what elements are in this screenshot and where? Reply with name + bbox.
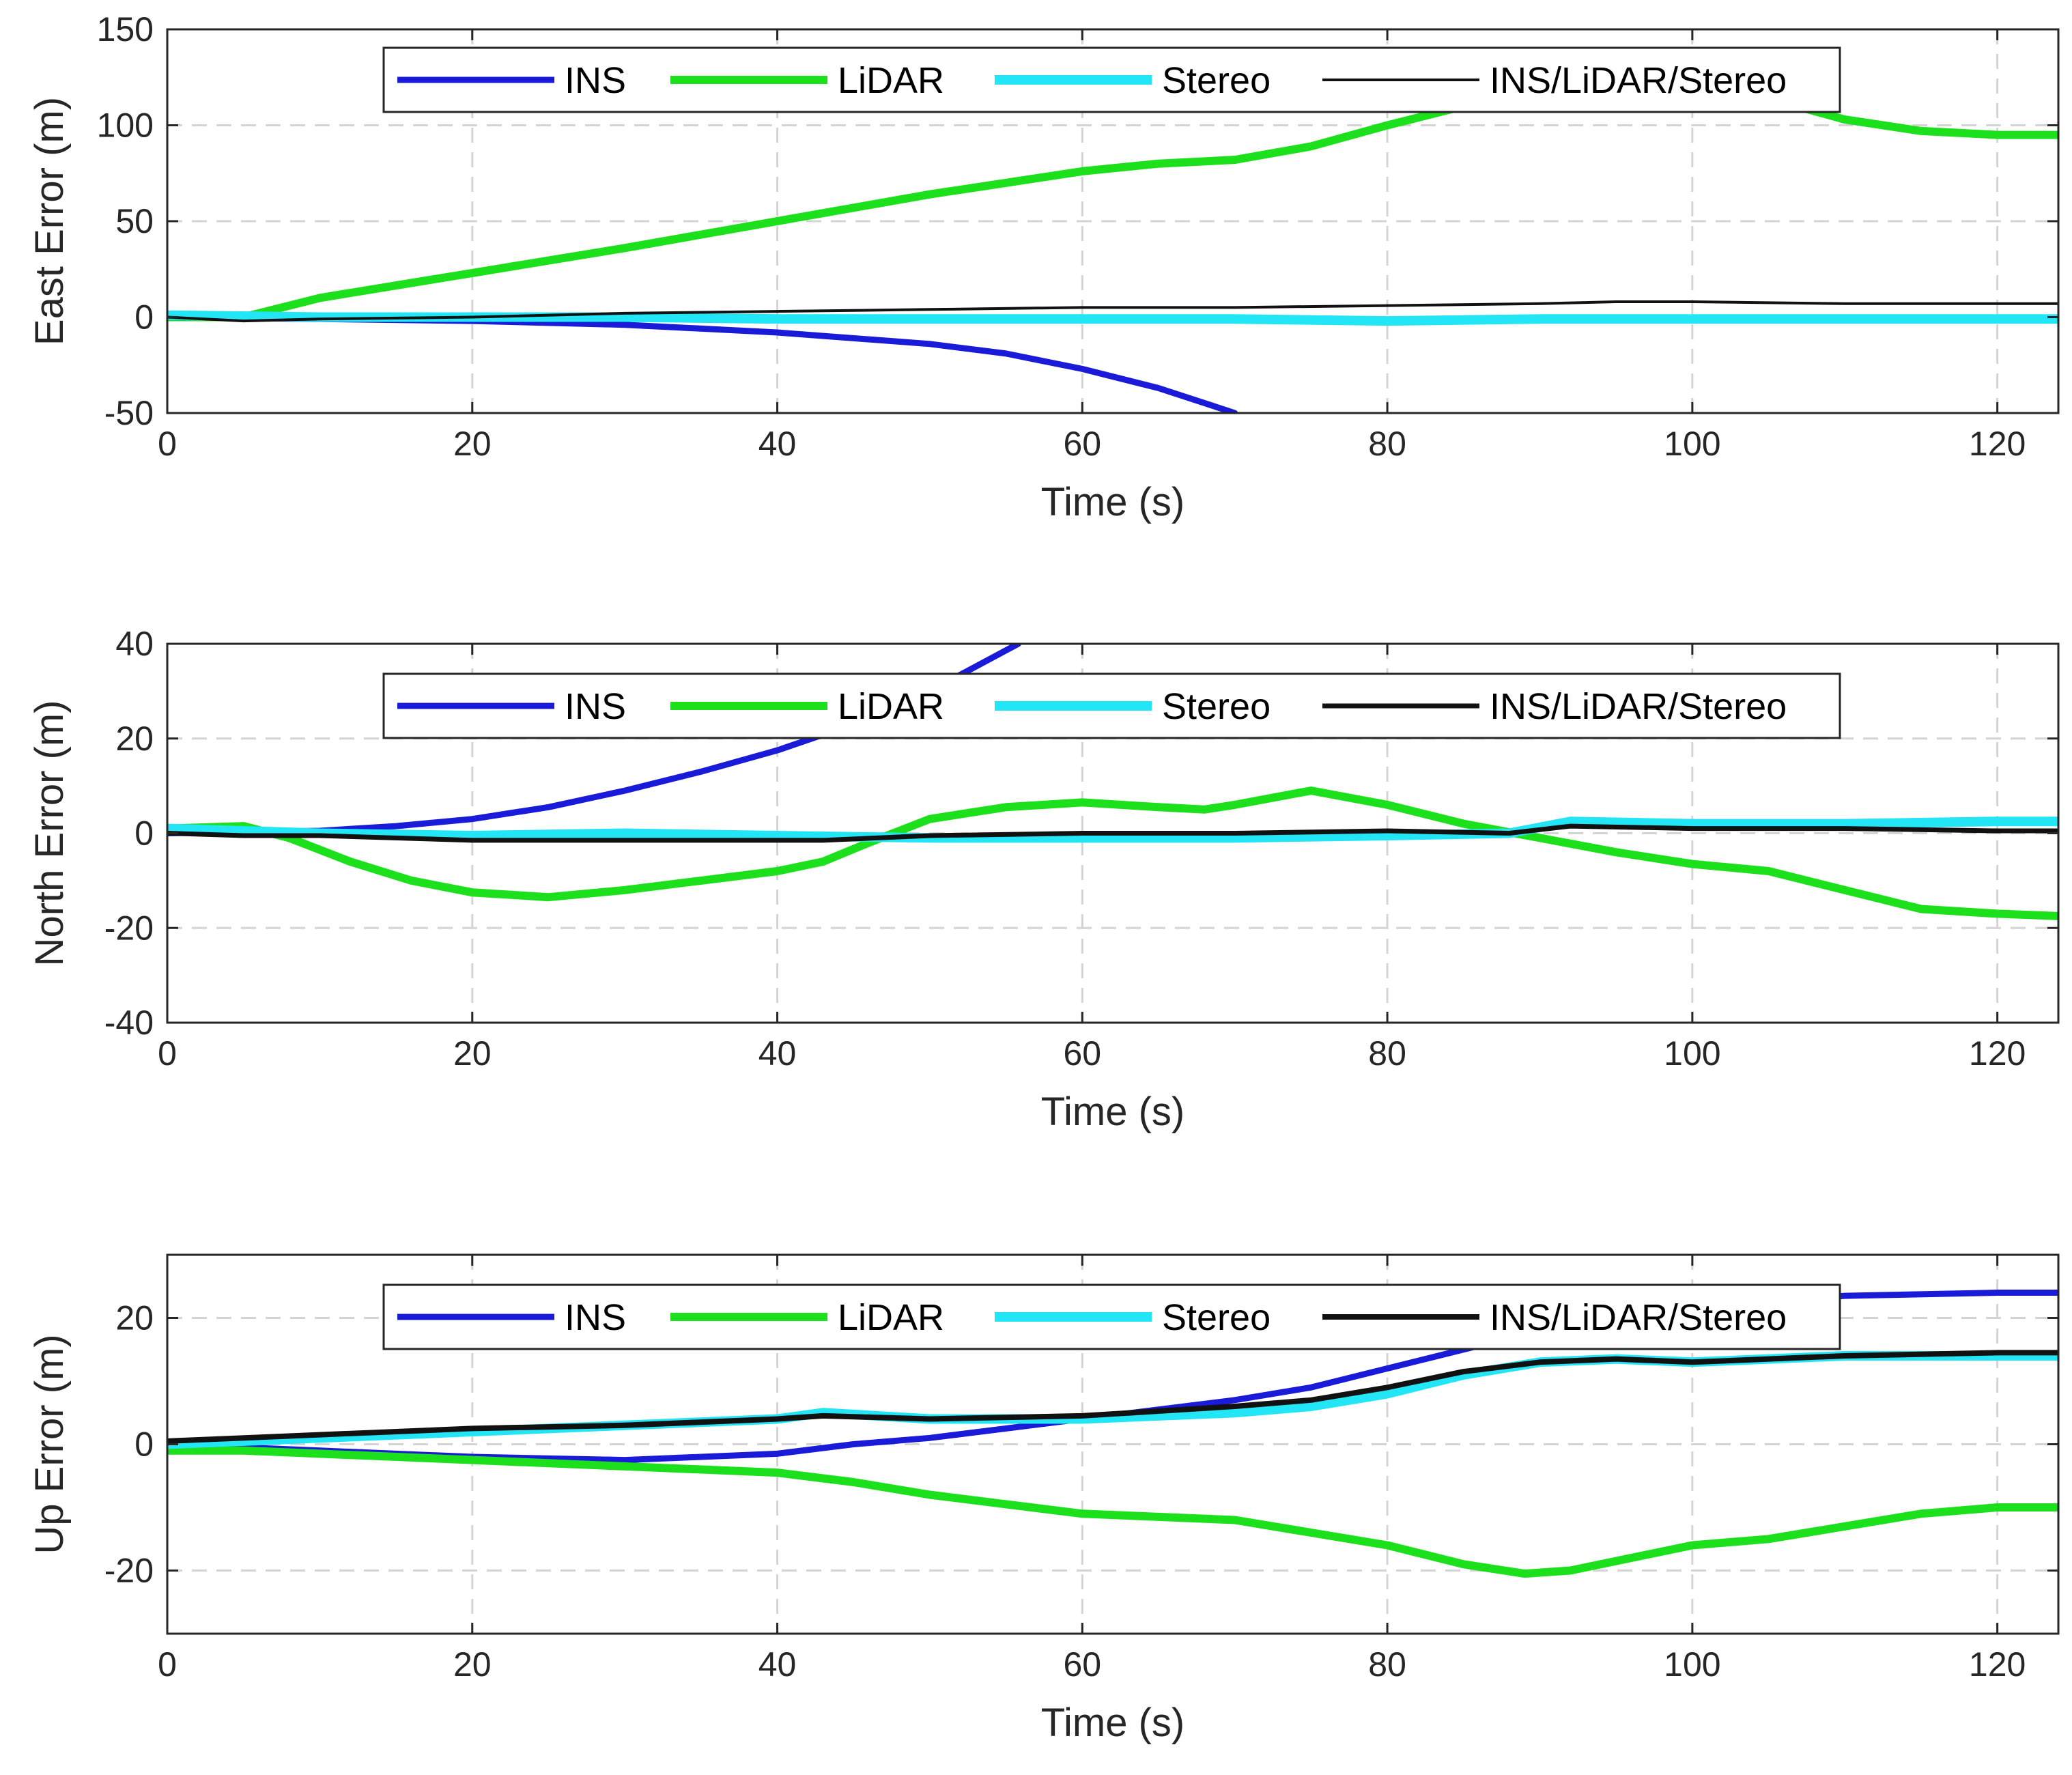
x-tick-label: 100 (1664, 1034, 1720, 1073)
x-tick-label: 20 (453, 1645, 492, 1684)
series-line-lidar (167, 1446, 2058, 1578)
y-tick-label: -50 (104, 394, 154, 432)
series-group (167, 86, 2058, 413)
y-tick-label: 100 (97, 106, 154, 145)
y-tick-label: -20 (104, 909, 154, 947)
y-tick-label: -20 (104, 1552, 154, 1590)
x-tick-label: 100 (1664, 425, 1720, 463)
x-tick-label: 0 (158, 1034, 177, 1073)
chart-panel-3: 0 20 40 60 80 100 120 -20 0 20 Time (s) Up Error (m… (27, 1253, 2060, 1745)
x-tick-label: 40 (758, 425, 797, 463)
x-axis-label: Time (s) (1041, 1090, 1184, 1134)
y-tick-label: 40 (115, 625, 154, 663)
x-tick-label: 40 (758, 1034, 797, 1073)
legend-label: INS (565, 1297, 626, 1338)
chart-panel-2: 0 20 40 60 80 100 120 -40 -20 0 20 40 Time (s) North … (27, 625, 2060, 1134)
y-tick-label: 20 (115, 1299, 154, 1337)
y-tick-label: -40 (104, 1004, 154, 1042)
x-tick-label: 60 (1064, 1034, 1102, 1073)
legend-label: LiDAR (838, 60, 944, 101)
series-line-ins-lidar-stereo (167, 1350, 2058, 1444)
y-axis-label: Up Error (m) (27, 1334, 72, 1554)
x-axis-label: Time (s) (1041, 480, 1184, 524)
series-line-lidar (167, 86, 2058, 322)
x-tick-label: 120 (1969, 1645, 2026, 1684)
y-axis-label: East Error (m) (27, 97, 72, 345)
series-line-lidar (167, 786, 2058, 920)
legend-label: LiDAR (838, 686, 944, 727)
x-tick-label: 120 (1969, 1034, 2026, 1073)
legend: INS LiDAR Stereo INS/LiDAR/Stereo (382, 672, 1841, 739)
y-tick-label: 20 (115, 720, 154, 758)
x-tick-label: 100 (1664, 1645, 1720, 1684)
x-tick-label: 60 (1064, 1645, 1102, 1684)
legend-label: INS (565, 60, 626, 101)
x-tick-label: 0 (158, 1645, 177, 1684)
legend-label: Stereo (1162, 1297, 1271, 1338)
x-tick-label: 120 (1969, 425, 2026, 463)
legend: INS LiDAR Stereo INS/LiDAR/Stereo (382, 46, 1841, 113)
x-tick-label: 60 (1064, 425, 1102, 463)
series-line-ins-lidar-stereo (167, 300, 2058, 323)
legend-label: INS/LiDAR/Stereo (1490, 1297, 1787, 1338)
y-tick-label: 150 (97, 10, 154, 48)
x-tick-label: 40 (758, 1645, 797, 1684)
legend-label: INS/LiDAR/Stereo (1490, 686, 1787, 727)
series-group (167, 644, 2058, 920)
legend: INS LiDAR Stereo INS/LiDAR/Stereo (382, 1283, 1841, 1350)
y-tick-label: 0 (134, 298, 154, 337)
x-tick-label: 80 (1368, 1034, 1406, 1073)
series-line-ins-lidar-stereo (167, 823, 2058, 843)
y-tick-label: 0 (134, 814, 154, 853)
legend-label: Stereo (1162, 686, 1271, 727)
y-tick-label: 0 (134, 1425, 154, 1464)
x-tick-label: 20 (453, 425, 492, 463)
legend-label: INS/LiDAR/Stereo (1490, 60, 1787, 101)
x-tick-label: 80 (1368, 425, 1406, 463)
legend-label: Stereo (1162, 60, 1271, 101)
legend-label: INS (565, 686, 626, 727)
y-tick-label: 50 (115, 202, 154, 240)
y-axis-label: North Error (m) (27, 700, 72, 967)
x-tick-label: 80 (1368, 1645, 1406, 1684)
legend-label: LiDAR (838, 1297, 944, 1338)
x-tick-label: 0 (158, 425, 177, 463)
series-line-stereo (167, 816, 2058, 843)
x-tick-label: 20 (453, 1034, 492, 1073)
x-axis-label: Time (s) (1041, 1701, 1184, 1745)
